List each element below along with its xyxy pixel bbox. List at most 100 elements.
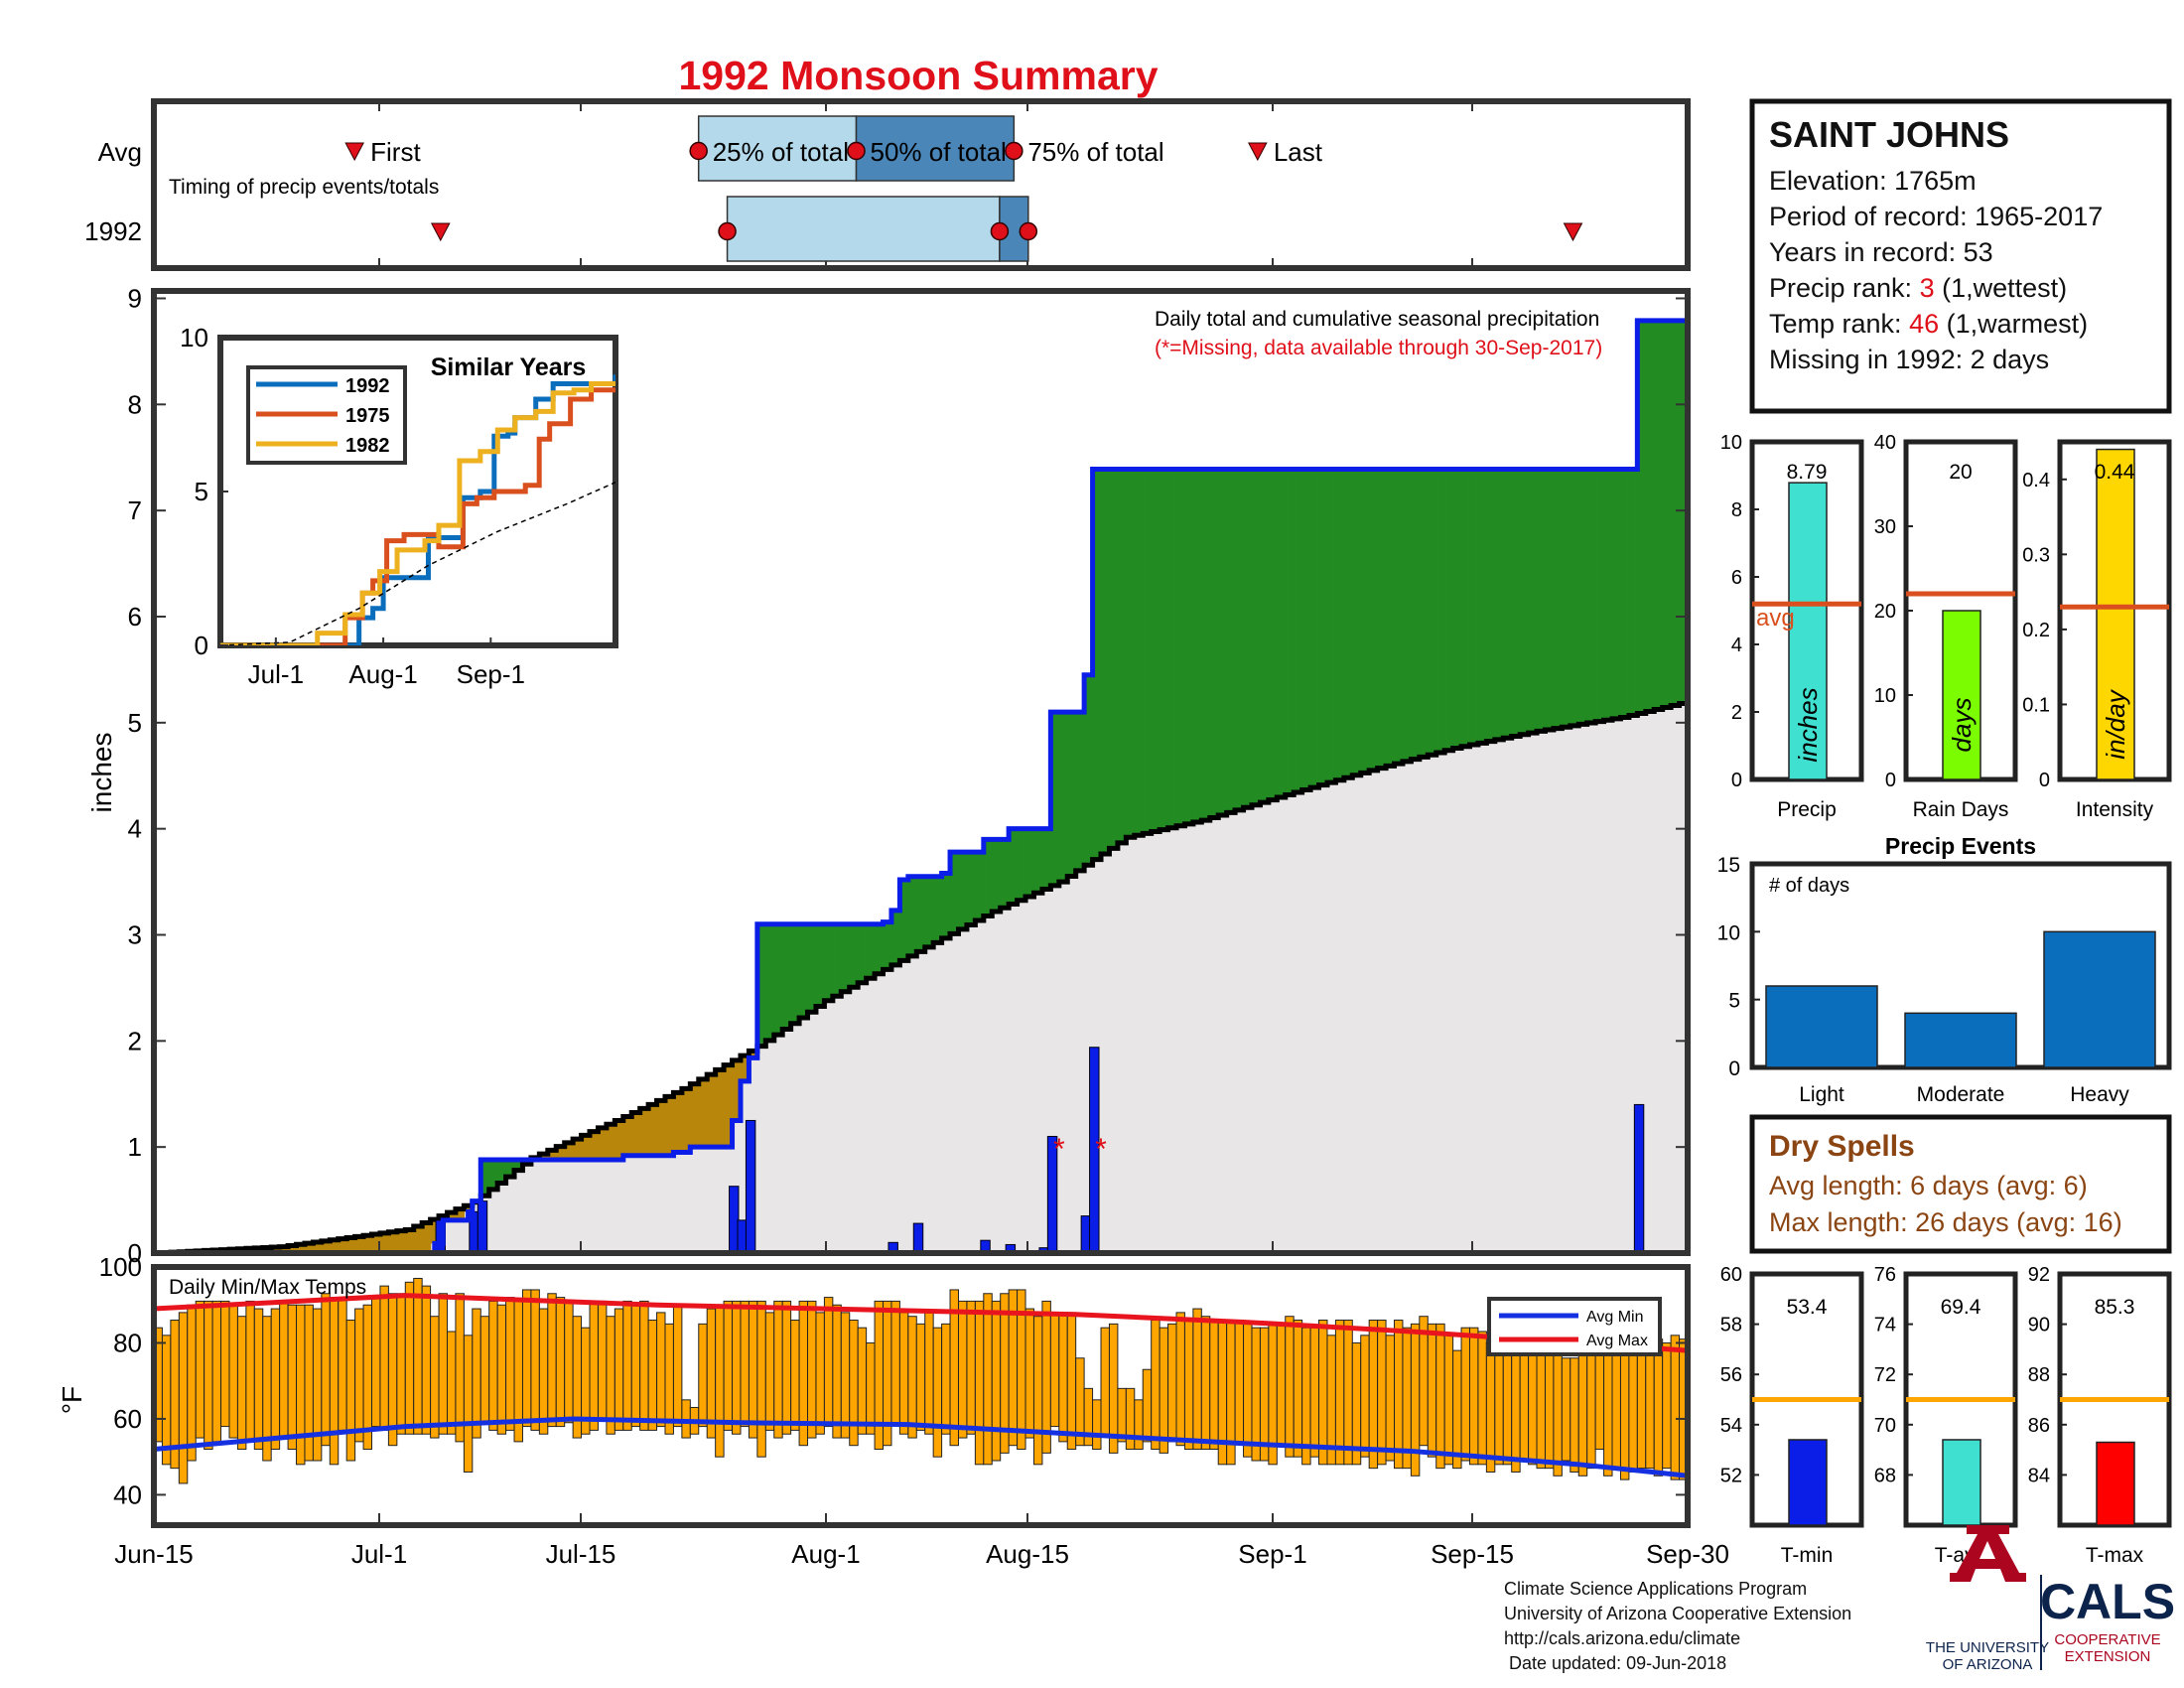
above-average-fill <box>1578 469 1588 725</box>
temp-bar-ytick-label: 58 <box>1720 1315 1742 1336</box>
above-average-fill <box>1058 712 1068 883</box>
side-ytick-label: 10 <box>1874 685 1896 707</box>
below-average-fill <box>573 1139 583 1160</box>
above-average-fill <box>765 923 775 1041</box>
daily-temp-bar <box>1192 1308 1202 1451</box>
temps-legend-box <box>1487 1297 1662 1356</box>
above-average-fill <box>1143 469 1153 834</box>
above-average-fill <box>1645 320 1655 712</box>
temp-bar-ytick-label: 68 <box>1874 1465 1896 1486</box>
avg-p25-label: 25% of total <box>713 137 849 167</box>
ua-wordmark-line-1: THE UNIVERSITY <box>1926 1639 2049 1656</box>
year-first-marker <box>430 222 451 242</box>
above-average-fill <box>1209 469 1219 818</box>
below-average-fill <box>749 1051 758 1058</box>
page-title: 1992 Monsoon Summary <box>678 53 1158 98</box>
daily-temp-bar <box>1024 1308 1034 1439</box>
above-average-fill <box>966 852 976 925</box>
daily-temp-bar <box>1167 1323 1177 1443</box>
temp-bar-ytick-label: 54 <box>1720 1415 1742 1437</box>
below-average-fill <box>363 1235 373 1253</box>
daily-temp-bar <box>1653 1338 1664 1477</box>
daily-temp-bar <box>647 1320 658 1431</box>
temp-bar-ytick-label: 90 <box>2028 1315 2050 1336</box>
station-years: Years in record: 53 <box>1769 234 2161 270</box>
temp-bar-ytick-label: 52 <box>1720 1465 1742 1486</box>
timing-marks: First Last 25% of total 50% of total 75% of … <box>344 115 1583 262</box>
below-average-fill <box>740 1055 751 1081</box>
above-average-fill <box>799 923 809 1018</box>
temp-rank-label: Temp rank: <box>1769 309 1910 339</box>
above-average-fill <box>1226 469 1236 813</box>
daily-temp-bar <box>622 1300 632 1431</box>
main-precip-marks: * * <box>154 318 1688 1253</box>
footer-line-4: Date updated: 09-Jun-2018 <box>1504 1653 1727 1673</box>
above-average-fill <box>514 1159 524 1171</box>
temp-bar-ytick-label: 86 <box>2028 1415 2050 1437</box>
daily-temp-bar <box>1049 1312 1060 1428</box>
side-bar-intensity <box>2096 448 2135 780</box>
above-average-fill <box>1612 469 1622 719</box>
above-average-fill <box>1419 469 1429 758</box>
above-average-fill <box>1294 469 1303 793</box>
daily-temp-bar <box>1377 1320 1387 1466</box>
temp-bar-ytick-label: 92 <box>2028 1264 2050 1286</box>
above-average-fill <box>933 876 943 943</box>
above-average-fill <box>924 876 934 947</box>
above-average-fill <box>1009 828 1019 905</box>
daily-temp-bar <box>1293 1320 1303 1458</box>
main-note-2: (*=Missing, data available through 30-Se… <box>1155 337 1602 359</box>
below-average-fill <box>313 1242 323 1253</box>
main-plot-frame <box>151 288 1691 1256</box>
side-ytick-label: 2 <box>1731 702 1742 724</box>
precip-rank-note: (1,wettest) <box>1934 273 2068 303</box>
daily-temp-bar <box>1636 1341 1647 1470</box>
side-ytick-label: 0 <box>2039 770 2050 791</box>
daily-temp-bar <box>748 1300 758 1439</box>
daily-temp-bar <box>807 1300 817 1439</box>
daily-temp-bar <box>1243 1323 1253 1458</box>
daily-temp-bar <box>815 1312 825 1435</box>
inset-title: Similar Years <box>431 353 587 381</box>
temps-plot-frame <box>151 1264 1691 1528</box>
side-ytick-label: 8 <box>1731 499 1742 521</box>
side-ytick-label: 0.4 <box>2022 470 2050 492</box>
inset-xtick-label: Jul-1 <box>248 659 304 689</box>
above-average-fill <box>1377 469 1387 769</box>
above-average-fill <box>890 910 900 965</box>
events-ytick-label: 0 <box>1728 1057 1740 1080</box>
inset-ytick-label: 5 <box>195 477 208 506</box>
above-average-fill <box>1109 469 1119 849</box>
above-average-fill <box>1192 469 1202 823</box>
above-average-fill <box>1033 828 1043 894</box>
above-average-fill <box>1084 674 1094 866</box>
daily-temp-bar <box>1285 1316 1295 1458</box>
daily-temp-bar <box>1477 1331 1487 1466</box>
above-average-fill <box>1343 469 1353 778</box>
below-average-fill <box>464 1205 474 1212</box>
daily-temp-bar <box>1394 1320 1404 1470</box>
above-average-fill <box>1637 320 1647 714</box>
below-average-fill <box>422 1222 432 1253</box>
temp-xtick-label: Sep-30 <box>1646 1539 1729 1569</box>
above-average-fill <box>858 923 868 983</box>
side-axis-label-precip: Precip <box>1777 798 1837 821</box>
daily-temp-bar <box>236 1316 247 1451</box>
below-average-fill <box>622 1116 632 1156</box>
below-average-fill <box>665 1096 675 1156</box>
below-average-fill <box>379 1232 389 1253</box>
daily-temp-bar <box>354 1308 364 1443</box>
daily-temp-bar <box>1251 1327 1261 1462</box>
daily-temp-bar <box>463 1335 474 1473</box>
daily-precip-bar <box>912 1222 924 1253</box>
temp-axes: 40 60 80 100 Jun-15 Jul-1 Jul-15 Aug-1 Aug-15 Sep… <box>99 1252 1729 1569</box>
timing-caption: Timing of precip events/totals <box>169 176 439 199</box>
dry-spells-title: Dry Spells <box>1769 1130 1915 1163</box>
inset-legend-label: 1992 <box>345 375 390 397</box>
inset-legend-label: 1982 <box>345 435 390 457</box>
side-ytick-label: 30 <box>1874 516 1896 538</box>
daily-temp-bar <box>1125 1387 1136 1451</box>
daily-temp-bar <box>941 1323 951 1435</box>
main-ytick-label: 7 <box>128 495 142 525</box>
legend-avg-max-label: Avg Max <box>1586 1333 1648 1349</box>
